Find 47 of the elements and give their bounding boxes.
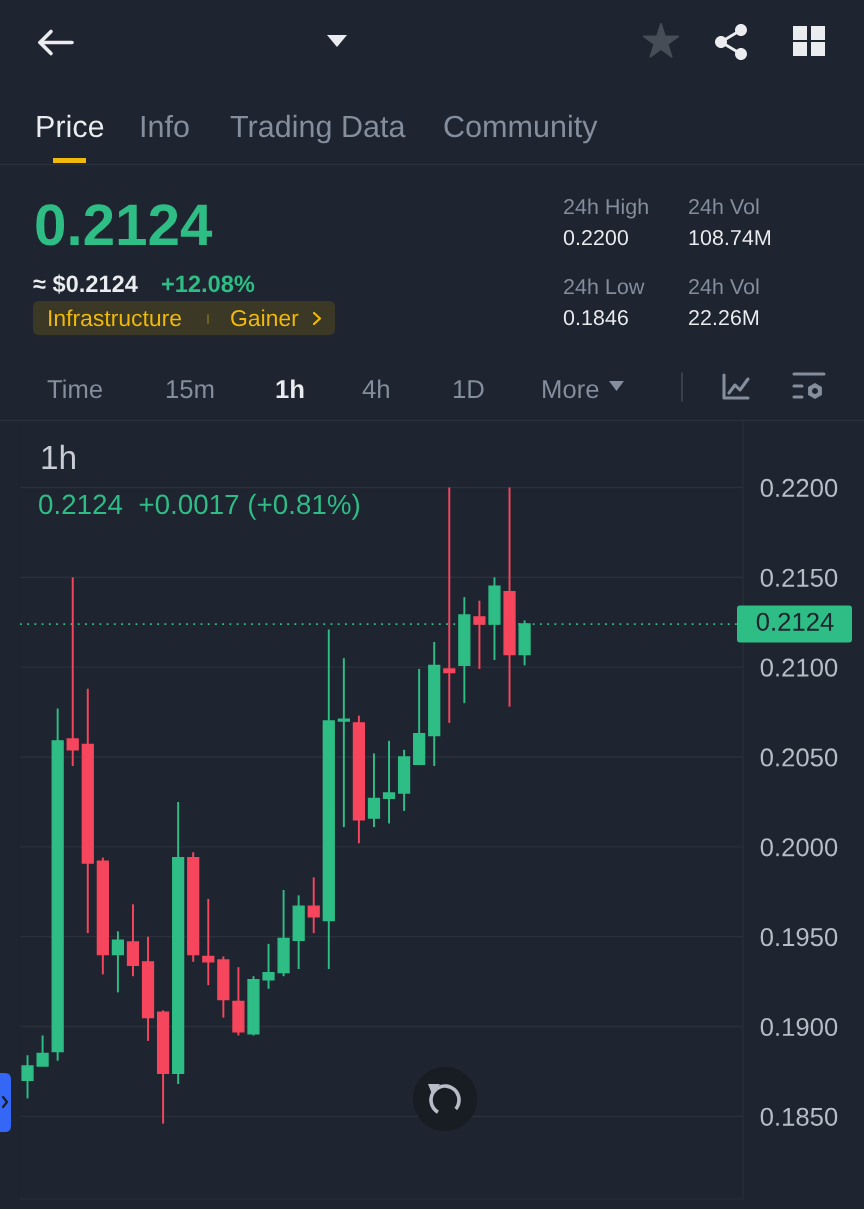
y-tick-label: 0.2050 [760,748,838,767]
text: 0.2200 [563,229,628,246]
candlestick [126,903,140,978]
text: 0.2124 [36,204,213,246]
text: 15m [166,380,214,399]
candlestick [66,576,79,767]
candlestick [307,876,320,935]
text: 1h [276,379,304,398]
text: 4h [362,379,389,398]
y-tick-label: 0.2000 [760,838,838,857]
annotation: 0.2124 +0.0017 (+0.81%) [39,493,360,520]
y-tick-label: 0.2150 [760,568,838,587]
text: 24h Low [564,278,645,295]
candlestick [21,1054,34,1100]
y-tick-label: 0.2100 [760,658,838,677]
candlestick [202,897,215,987]
text: Info [141,114,189,138]
candlestick [382,739,396,825]
text: ≈ $0.2124 [33,274,138,294]
text: 0.1846 [563,309,628,326]
candlestick [473,599,486,670]
text: 24h High [564,198,648,219]
text: Community [444,114,598,144]
text: Trading Data [230,114,406,144]
text: 108.74M [689,229,771,246]
text: 24h Vol [689,198,759,215]
candlestick [337,657,350,829]
y-tick-label: 0.1850 [760,1107,838,1126]
text: Price [37,114,104,138]
candlestick [262,942,275,990]
text: Infrastructure [49,309,181,327]
y-tick-label: 0.1950 [760,928,838,947]
text: Gainer [231,309,299,327]
text: +12.08% [161,275,255,293]
text: Time [47,379,102,399]
text: 1D [453,380,484,398]
ref-line-label: 0.2124 [756,612,834,631]
candlestick [36,1034,49,1068]
candlestick [443,486,456,724]
y-tick-label: 0.2200 [760,478,838,498]
candlestick [367,752,381,829]
y-tick-label: 0.1900 [760,1017,838,1037]
text: More [543,380,599,399]
candlestick [111,930,125,994]
text: 24h Vol [689,278,759,295]
text: 22.26M [689,309,759,326]
text: 1h [42,444,75,469]
